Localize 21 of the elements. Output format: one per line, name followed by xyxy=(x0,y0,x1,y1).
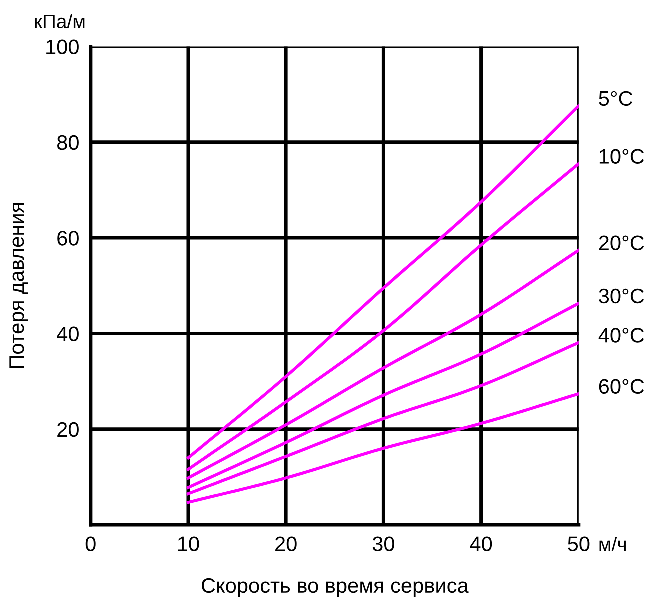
series-label: 5°C xyxy=(599,91,633,106)
x-tick-label: 0 xyxy=(86,536,96,552)
x-tick-label: 10 xyxy=(178,536,200,552)
y-axis-title: Потеря давления xyxy=(10,203,28,368)
x-tick-label: 20 xyxy=(276,536,297,552)
x-tick-label: 40 xyxy=(470,536,492,552)
y-tick-label: 60 xyxy=(58,231,79,246)
x-axis-title: Скорость во время сервиса xyxy=(202,578,469,598)
x-tick-label: 30 xyxy=(372,536,394,552)
y-tick-label: 20 xyxy=(58,422,79,438)
series-label: 20°C xyxy=(599,236,644,251)
series-label: 40°C xyxy=(598,328,644,343)
text: кПа/м xyxy=(35,14,85,29)
y-tick-label: 100 xyxy=(46,40,79,54)
y-tick-label: 80 xyxy=(57,135,79,150)
series-label: 60°C xyxy=(599,379,644,394)
x-tick-label: 50 xyxy=(568,536,590,552)
series-label: 30°C xyxy=(599,288,644,304)
y-tick-label: 40 xyxy=(57,326,79,342)
series-label: 10°C xyxy=(600,149,644,164)
text: м/ч xyxy=(600,537,626,552)
